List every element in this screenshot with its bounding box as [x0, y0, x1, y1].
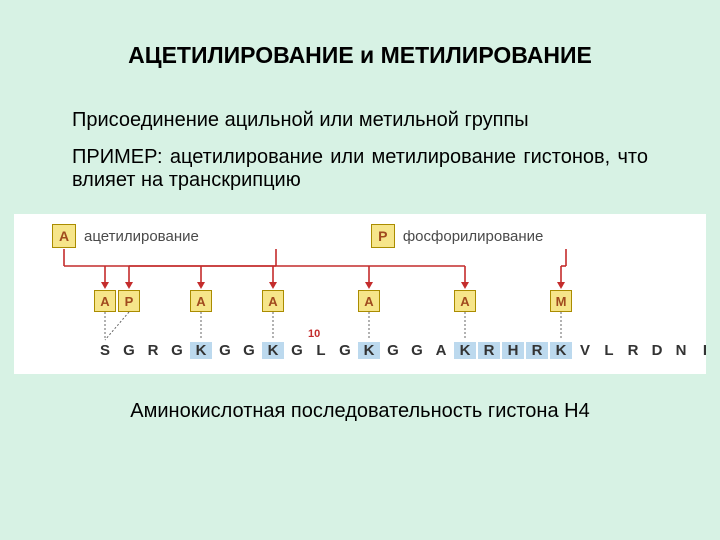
paragraph-definition: Присоединение ацильной или метильной гру… [0, 69, 720, 132]
position-marker-10: 10 [308, 328, 320, 340]
amino-acid: R [478, 342, 500, 359]
legend-item: Aацетилирование [52, 224, 199, 248]
histone-diagram: AацетилированиеPфосфорилированиеMметилир… [14, 214, 706, 374]
amino-acid: K [358, 342, 380, 359]
amino-acid: K [190, 342, 212, 359]
modification-row: APAAAAM [14, 290, 706, 316]
legend-item: Pфосфорилирование [371, 224, 544, 248]
amino-acid: G [334, 342, 356, 359]
legend-box-icon: P [371, 224, 395, 248]
modification-box: A [358, 290, 380, 312]
amino-acid: S [94, 342, 116, 359]
legend-box-icon: A [52, 224, 76, 248]
amino-acid: R [526, 342, 548, 359]
amino-acid: D [646, 342, 668, 359]
amino-acid: H [502, 342, 524, 359]
legend-label: ацетилирование [84, 228, 199, 245]
modification-box: M [550, 290, 572, 312]
amino-acid: G [238, 342, 260, 359]
amino-acid: L [310, 342, 332, 359]
amino-acid: G [166, 342, 188, 359]
modification-box: A [190, 290, 212, 312]
amino-acid: G [118, 342, 140, 359]
modification-box: A [454, 290, 476, 312]
amino-acid: R [622, 342, 644, 359]
amino-acid: A [430, 342, 452, 359]
modification-box: A [262, 290, 284, 312]
amino-acid: I [694, 342, 706, 359]
amino-acid: K [262, 342, 284, 359]
sequence-row: SGRGKGGKGLGKGGAKRHRKVLRDNI [14, 342, 706, 364]
diagram-caption: Аминокислотная последовательность гистон… [0, 374, 720, 423]
legend-row: AацетилированиеPфосфорилированиеMметилир… [14, 224, 706, 248]
amino-acid: G [382, 342, 404, 359]
amino-acid: L [598, 342, 620, 359]
modification-box: A [94, 290, 116, 312]
paragraph-example: ПРИМЕР: ацетилирование или метилирование… [0, 132, 720, 192]
modification-box: P [118, 290, 140, 312]
amino-acid: N [670, 342, 692, 359]
amino-acid: G [286, 342, 308, 359]
amino-acid: K [454, 342, 476, 359]
amino-acid: G [406, 342, 428, 359]
amino-acid: K [550, 342, 572, 359]
amino-acid: R [142, 342, 164, 359]
amino-acid: G [214, 342, 236, 359]
legend-label: фосфорилирование [403, 228, 544, 245]
page-title: АЦЕТИЛИРОВАНИЕ и МЕТИЛИРОВАНИЕ [0, 0, 720, 69]
amino-acid: V [574, 342, 596, 359]
